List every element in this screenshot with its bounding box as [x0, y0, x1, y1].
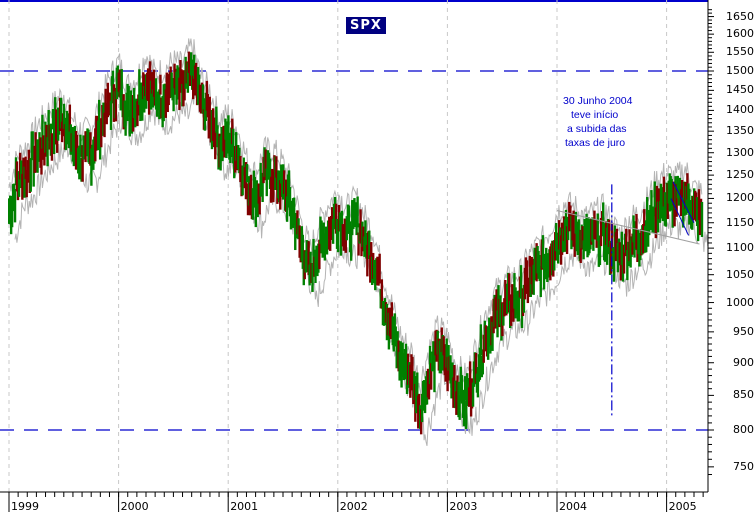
y-tick-label: 1550	[726, 45, 754, 59]
y-tick-label: 1150	[726, 215, 754, 229]
annotation-line-4: taxas de juro	[565, 137, 626, 149]
y-tick-label: 1600	[726, 27, 754, 41]
y-tick-label: 1300	[726, 145, 754, 159]
x-tick-label: 2005	[668, 500, 697, 513]
x-tick-label: 2003	[449, 500, 478, 513]
y-tick-label: 1250	[726, 168, 754, 182]
y-tick-label: 1500	[726, 64, 754, 77]
y-tick-label: 1100	[726, 241, 754, 255]
y-tick-label: 1050	[726, 267, 754, 281]
x-tick-label: 2001	[230, 500, 259, 513]
y-tick-label: 800	[733, 422, 754, 436]
x-tick-label: 2000	[120, 500, 149, 513]
y-tick-label: 1200	[726, 191, 754, 205]
y-tick-label: 750	[733, 459, 754, 473]
x-tick-label: 1999	[11, 500, 39, 513]
support-resistance-lines	[0, 70, 708, 431]
price-bars	[8, 51, 704, 435]
y-tick-label: 1000	[726, 295, 754, 309]
trend-annotations	[556, 181, 700, 416]
axes	[0, 0, 714, 512]
y-tick-label: 1450	[726, 83, 754, 97]
y-tick-label: 1400	[726, 103, 754, 117]
y-tick-label: 850	[733, 388, 754, 402]
y-tick-label: 900	[733, 355, 754, 369]
y-tick-label: 1350	[726, 124, 754, 138]
x-tick-label: 2002	[339, 500, 368, 513]
chart-title: SPX	[346, 17, 386, 34]
annotation-line-2: teve início	[571, 109, 619, 121]
x-tick-label: 2004	[559, 500, 587, 513]
annotation-line-1: 30 Junho 2004	[563, 95, 633, 107]
y-tick-label: 950	[733, 324, 754, 338]
annotation-line-3: a subida das	[567, 123, 627, 135]
y-tick-label: 1650	[726, 9, 754, 23]
year-gridlines	[8, 0, 668, 492]
